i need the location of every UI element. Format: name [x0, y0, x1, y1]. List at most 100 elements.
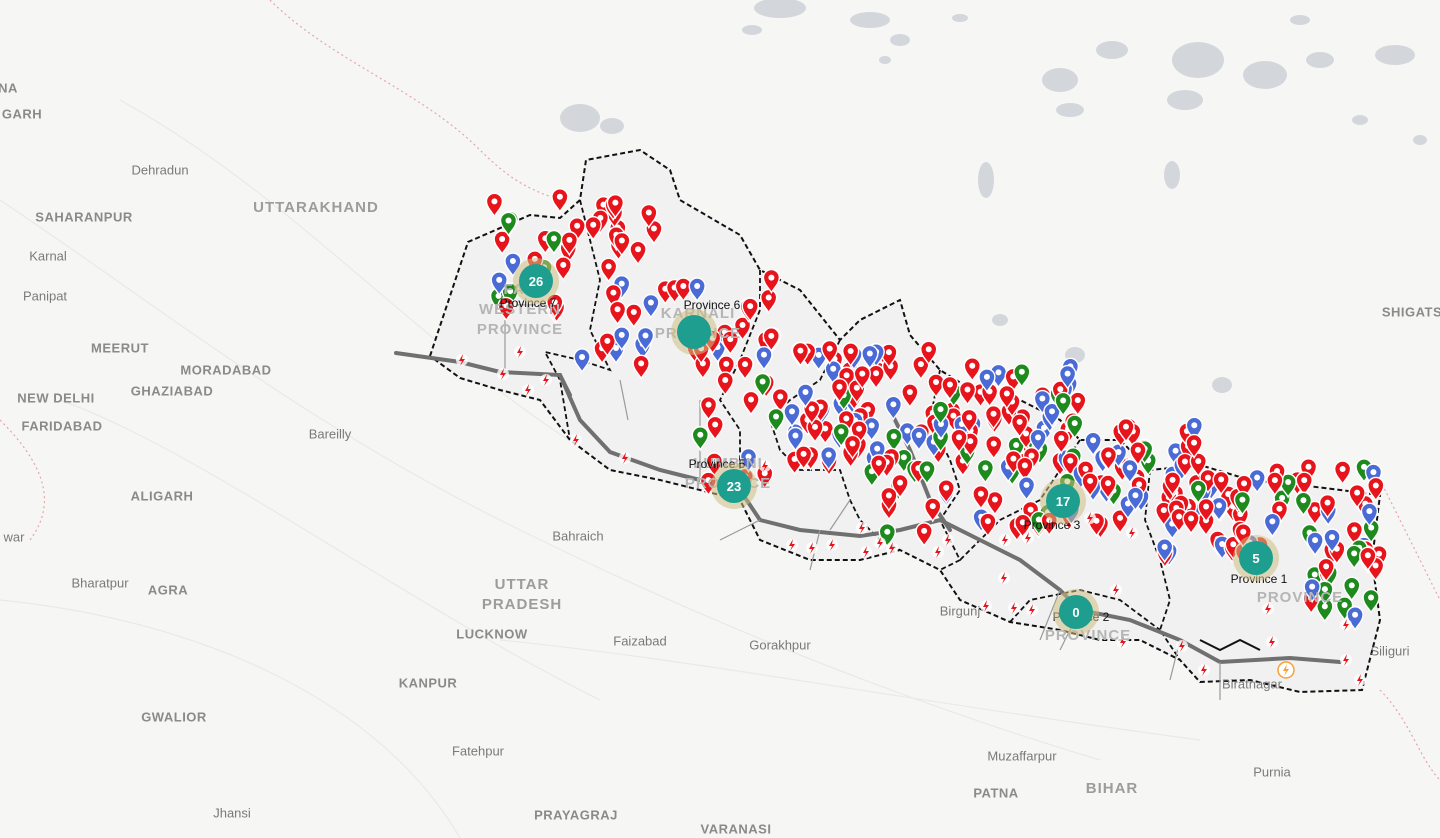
- power-station-icon[interactable]: [856, 522, 868, 534]
- cluster-marker[interactable]: 26: [513, 258, 559, 304]
- blue-pin-icon[interactable]: [642, 293, 660, 320]
- blue-pin-icon[interactable]: [1084, 431, 1102, 457]
- power-station-icon[interactable]: [999, 534, 1011, 546]
- red-pin-icon[interactable]: [912, 355, 930, 381]
- red-pin-icon[interactable]: [1212, 470, 1230, 496]
- power-station-icon[interactable]: [1277, 661, 1295, 679]
- green-pin-icon[interactable]: [918, 460, 936, 486]
- blue-pin-icon[interactable]: [1126, 486, 1145, 512]
- blue-pin-icon[interactable]: [1306, 531, 1324, 557]
- red-pin-icon[interactable]: [794, 445, 813, 471]
- red-pin-icon[interactable]: [963, 357, 981, 383]
- red-pin-icon[interactable]: [1099, 474, 1117, 500]
- cluster-marker[interactable]: 5: [1233, 535, 1279, 581]
- blue-pin-icon[interactable]: [1017, 476, 1036, 502]
- red-pin-icon[interactable]: [924, 497, 942, 523]
- red-pin-icon[interactable]: [986, 490, 1004, 517]
- red-pin-icon[interactable]: [1111, 509, 1129, 535]
- power-station-icon[interactable]: [1026, 604, 1038, 616]
- blue-pin-icon[interactable]: [1210, 496, 1228, 522]
- red-pin-icon[interactable]: [915, 522, 933, 548]
- power-station-icon[interactable]: [1354, 674, 1366, 686]
- cluster-marker[interactable]: 23: [711, 463, 757, 509]
- power-station-icon[interactable]: [980, 600, 992, 612]
- red-pin-icon[interactable]: [674, 277, 693, 303]
- red-pin-icon[interactable]: [625, 303, 643, 329]
- red-pin-icon[interactable]: [920, 340, 938, 366]
- green-pin-icon[interactable]: [931, 400, 950, 426]
- green-pin-icon[interactable]: [1362, 588, 1380, 615]
- red-pin-icon[interactable]: [853, 365, 871, 391]
- red-pin-icon[interactable]: [1317, 557, 1335, 583]
- blue-pin-icon[interactable]: [490, 271, 508, 297]
- power-station-icon[interactable]: [886, 542, 898, 554]
- red-pin-icon[interactable]: [998, 384, 1016, 411]
- red-pin-icon[interactable]: [1016, 456, 1034, 482]
- red-pin-icon[interactable]: [771, 388, 790, 414]
- red-pin-icon[interactable]: [584, 216, 602, 242]
- power-station-icon[interactable]: [497, 368, 509, 380]
- power-station-icon[interactable]: [570, 434, 582, 446]
- red-pin-icon[interactable]: [716, 371, 734, 397]
- green-pin-icon[interactable]: [1189, 479, 1208, 505]
- red-pin-icon[interactable]: [493, 230, 511, 256]
- blue-pin-icon[interactable]: [786, 426, 805, 453]
- red-pin-icon[interactable]: [741, 297, 759, 323]
- blue-pin-icon[interactable]: [978, 368, 996, 394]
- power-station-icon[interactable]: [1110, 584, 1122, 596]
- cluster-marker[interactable]: 17: [1040, 478, 1086, 524]
- blue-pin-icon[interactable]: [783, 402, 801, 428]
- power-station-icon[interactable]: [1340, 654, 1352, 666]
- blue-pin-icon[interactable]: [819, 446, 838, 472]
- red-pin-icon[interactable]: [867, 364, 885, 390]
- red-pin-icon[interactable]: [762, 327, 780, 353]
- green-pin-icon[interactable]: [1013, 363, 1031, 389]
- red-pin-icon[interactable]: [640, 203, 658, 230]
- red-pin-icon[interactable]: [1052, 429, 1070, 455]
- red-pin-icon[interactable]: [1129, 441, 1147, 467]
- red-pin-icon[interactable]: [546, 293, 564, 319]
- power-station-icon[interactable]: [759, 460, 771, 472]
- power-station-icon[interactable]: [1022, 532, 1034, 544]
- blue-pin-icon[interactable]: [1323, 528, 1341, 554]
- blue-pin-icon[interactable]: [1185, 416, 1204, 442]
- red-pin-icon[interactable]: [950, 428, 968, 454]
- red-pin-icon[interactable]: [880, 343, 898, 369]
- red-pin-icon[interactable]: [608, 300, 627, 326]
- red-pin-icon[interactable]: [721, 330, 739, 356]
- red-pin-icon[interactable]: [821, 339, 839, 366]
- red-pin-icon[interactable]: [733, 316, 752, 342]
- power-station-icon[interactable]: [998, 572, 1010, 584]
- red-pin-icon[interactable]: [937, 479, 955, 505]
- blue-pin-icon[interactable]: [1263, 512, 1282, 538]
- red-pin-icon[interactable]: [1185, 433, 1203, 460]
- power-station-icon[interactable]: [1266, 636, 1278, 648]
- green-pin-icon[interactable]: [1233, 490, 1252, 517]
- red-pin-icon[interactable]: [958, 380, 977, 407]
- blue-pin-icon[interactable]: [755, 346, 773, 372]
- green-pin-icon[interactable]: [499, 211, 518, 238]
- green-pin-icon[interactable]: [691, 426, 709, 452]
- red-pin-icon[interactable]: [803, 400, 821, 426]
- power-station-icon[interactable]: [942, 534, 954, 546]
- red-pin-icon[interactable]: [599, 257, 618, 283]
- power-station-icon[interactable]: [1126, 527, 1138, 539]
- red-pin-icon[interactable]: [791, 341, 810, 368]
- red-pin-icon[interactable]: [485, 192, 504, 218]
- blue-pin-icon[interactable]: [1121, 458, 1139, 485]
- red-pin-icon[interactable]: [984, 405, 1003, 431]
- blue-pin-icon[interactable]: [861, 344, 879, 371]
- green-pin-icon[interactable]: [767, 407, 785, 434]
- blue-pin-icon[interactable]: [613, 326, 631, 352]
- blue-pin-icon[interactable]: [688, 277, 706, 303]
- power-station-icon[interactable]: [1176, 640, 1188, 652]
- red-pin-icon[interactable]: [736, 355, 754, 381]
- blue-pin-icon[interactable]: [573, 348, 591, 374]
- red-pin-icon[interactable]: [1182, 509, 1200, 535]
- red-pin-icon[interactable]: [1266, 471, 1284, 497]
- red-pin-icon[interactable]: [1189, 452, 1207, 478]
- red-pin-icon[interactable]: [870, 454, 888, 480]
- red-pin-icon[interactable]: [560, 231, 579, 257]
- red-pin-icon[interactable]: [1163, 471, 1182, 497]
